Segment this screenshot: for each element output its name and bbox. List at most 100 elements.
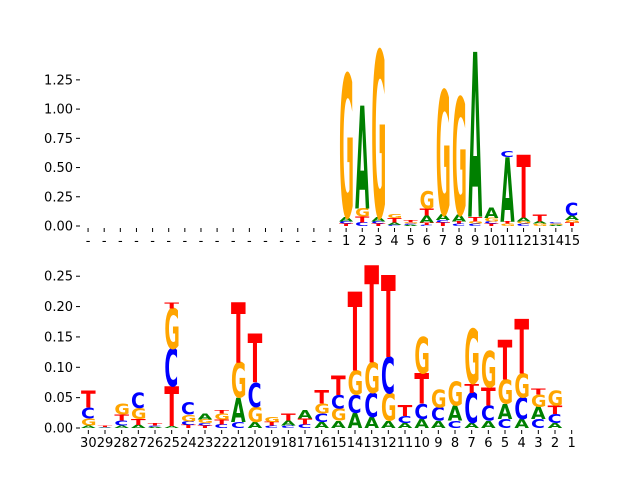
logo-letter-t: T [548, 404, 563, 417]
logo-letter-c: C [131, 388, 145, 414]
x-tick-label: 18 [280, 436, 297, 451]
logo-letter-g: G [231, 353, 247, 410]
logo-letter-g: G [464, 314, 480, 402]
x-tick-label: - [118, 234, 123, 249]
logo-letter-g: G [264, 416, 280, 424]
logo-letter-c: C [514, 392, 528, 426]
logo-letter-t: T [264, 421, 279, 427]
x-tick-label: 9 [471, 234, 479, 249]
logo-letter-g: G [387, 214, 402, 219]
y-tick-label: 0.05 [44, 391, 73, 406]
x-tick-label: 14 [548, 234, 565, 249]
logo-letter-c: C [81, 405, 95, 423]
logo-letter-c: C [468, 223, 481, 227]
logo-letter-t: T [339, 223, 354, 227]
logo-letter-t: T [436, 222, 451, 228]
logo-letter-a: A [164, 426, 179, 429]
x-tick-label: 23 [197, 436, 214, 451]
logo-letter-a: A [231, 392, 246, 430]
logo-letter-c: C [420, 225, 433, 227]
x-tick-label: 19 [263, 436, 280, 451]
logo-letter-t: T [533, 212, 547, 223]
logo-letter-g: G [516, 221, 531, 225]
logo-letter-t: T [481, 383, 496, 412]
logo-letter-t: T [355, 215, 370, 225]
x-tick-label: 13 [531, 234, 548, 249]
x-tick-label: - [247, 234, 252, 249]
logo-letter-a: A [448, 402, 463, 426]
logo-letter-c: C [198, 423, 212, 427]
logo-letter-g: G [348, 365, 364, 403]
logo-letter-t: T [198, 425, 213, 429]
logo-letter-g: G [339, 35, 354, 263]
logo-letter-t: T [364, 238, 379, 394]
logo-letter-c: C [231, 421, 245, 431]
x-tick-label: 10 [413, 436, 430, 451]
logo-letter-c: C [436, 220, 449, 224]
logo-letter-c: C [381, 347, 395, 405]
logo-letter-c: C [248, 377, 262, 415]
x-tick-label: - [150, 234, 155, 249]
logo-letter-a: A [81, 425, 96, 429]
x-tick-label: - [295, 234, 300, 249]
logo-letter-g: G [452, 65, 467, 252]
x-tick-label: 14 [347, 436, 364, 451]
logo-letter-c: C [348, 390, 362, 419]
logo-letter-t: T [514, 305, 529, 392]
logo-letter-a: A [198, 412, 214, 422]
logo-letter-a: A [248, 421, 264, 431]
x-tick-label: - [328, 234, 333, 249]
logo-letter-c: C [181, 421, 195, 427]
logo-letter-g: G [436, 57, 451, 255]
logo-letter-t: T [500, 221, 515, 225]
x-tick-label: 27 [130, 436, 147, 451]
logo-letter-c: C [281, 425, 295, 429]
logo-letter-g: G [164, 298, 180, 362]
x-tick-label: 7 [439, 234, 447, 249]
logo-letter-a: A [348, 409, 363, 433]
logo-letter-t: T [468, 215, 483, 222]
logo-letter-t: T [314, 386, 329, 408]
x-tick-label: 16 [313, 436, 330, 451]
logo-letter-a: A [549, 225, 563, 227]
logo-letter-c: C [387, 225, 400, 227]
x-tick-label: - [279, 234, 284, 249]
logo-letter-g: G [114, 401, 130, 419]
logo-letter-g: G [214, 412, 230, 422]
y-tick-label: 1.00 [44, 103, 73, 118]
logo-letter-g: G [248, 403, 264, 427]
logo-letter-c: C [498, 416, 512, 431]
logo-letter-a: A [371, 216, 386, 223]
x-tick-label: - [199, 234, 204, 249]
logo-letter-a: A [484, 205, 498, 222]
logo-letter-t: T [387, 217, 402, 224]
x-tick-label: 21 [230, 436, 247, 451]
logo-letter-g: G [371, 7, 386, 272]
x-tick-label: 24 [180, 436, 197, 451]
logo-letter-c: C [298, 424, 312, 430]
x-tick-label: 1 [342, 234, 350, 249]
logo-letter-t: T [214, 418, 229, 426]
logo-letter-a: A [131, 424, 146, 429]
logo-letter-c: C [264, 425, 278, 429]
logo-letter-a: A [452, 213, 467, 224]
logo-letter-g: G [181, 413, 197, 424]
logo-letter-a: A [98, 427, 114, 428]
logo-letter-c: C [404, 223, 417, 225]
logo-letter-c: C [448, 419, 462, 431]
y-tick-label: 0.75 [44, 132, 73, 147]
logo-letter-a: A [148, 427, 163, 429]
logo-letter-c: C [516, 223, 529, 227]
logo-letter-c: C [481, 402, 495, 426]
logo-letter-c: C [565, 200, 578, 221]
logo-letter-g: G [565, 220, 580, 224]
logo-letter-c: C [181, 400, 195, 420]
x-tick-label: 20 [247, 436, 264, 451]
logo-letter-g: G [314, 401, 330, 416]
logo-letter-c: C [431, 405, 445, 426]
logo-letter-t: T [452, 221, 467, 225]
x-tick-label: 6 [484, 436, 492, 451]
logo-letter-t: T [331, 371, 346, 402]
x-tick-label: 8 [455, 234, 463, 249]
logo-letter-g: G [131, 406, 147, 424]
